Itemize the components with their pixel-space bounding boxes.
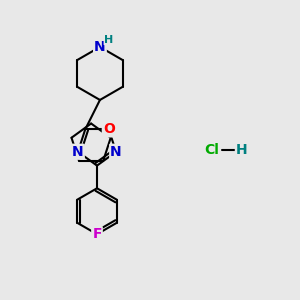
Text: O: O: [103, 122, 115, 136]
Text: N: N: [110, 145, 122, 159]
Text: N: N: [72, 145, 84, 159]
Text: N: N: [94, 40, 106, 54]
Text: F: F: [92, 227, 102, 241]
Text: H: H: [104, 34, 113, 45]
Text: Cl: Cl: [204, 143, 219, 157]
Text: H: H: [236, 143, 247, 157]
